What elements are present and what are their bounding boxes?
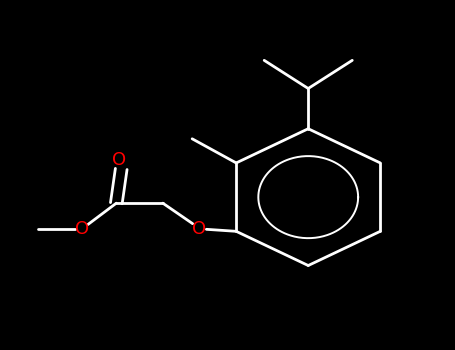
Text: O: O — [75, 220, 89, 238]
Text: O: O — [112, 151, 126, 169]
Text: O: O — [192, 220, 207, 238]
